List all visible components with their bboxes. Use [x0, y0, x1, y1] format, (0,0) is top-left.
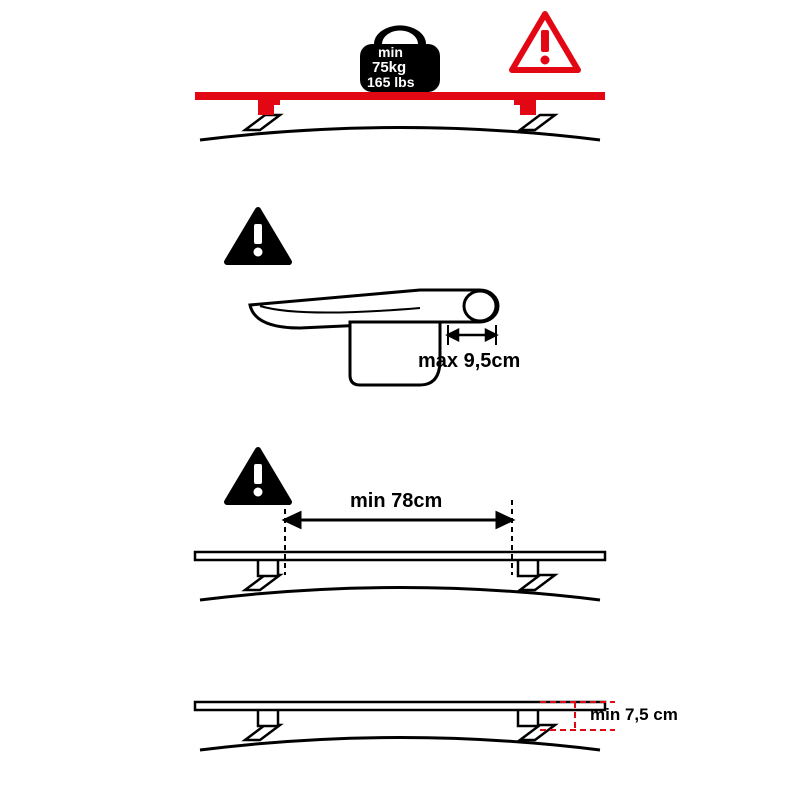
weight-min-label: min [378, 44, 403, 60]
span-diagram-svg [0, 440, 800, 620]
clamp-max-label: max 9,5cm [418, 350, 520, 373]
weight-lbs-label: 165 lbs [367, 74, 414, 90]
span-min-label: min 78cm [350, 490, 442, 513]
height-diagram-svg [0, 670, 800, 790]
panel-span: min 78cm [0, 440, 800, 620]
panel-weight: min 75kg 165 lbs [0, 0, 800, 170]
panel-clamp: max 9,5cm [0, 200, 800, 400]
panel-height: min 7,5 cm [0, 670, 800, 790]
clamp-diagram-svg [0, 200, 800, 400]
height-min-label: min 7,5 cm [590, 705, 678, 725]
